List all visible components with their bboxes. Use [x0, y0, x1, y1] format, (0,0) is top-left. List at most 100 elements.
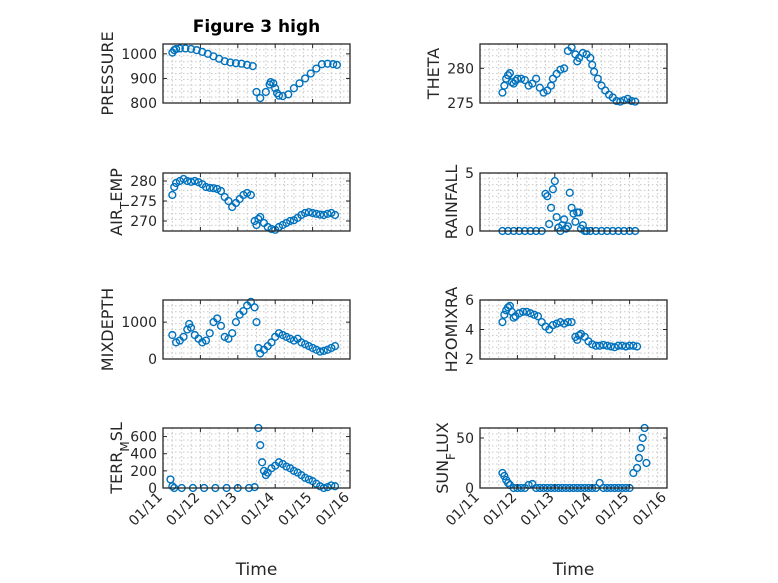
axes-box: [479, 427, 668, 489]
y-tick-label: 400: [130, 447, 157, 463]
axes-box: [162, 299, 351, 360]
series: [498, 301, 642, 352]
data-point: [606, 342, 616, 351]
axes-box: [162, 172, 351, 232]
y-tick-label: 0: [465, 224, 474, 240]
y-tick-label: 800: [130, 96, 157, 112]
data-point: [541, 189, 550, 198]
data-point: [319, 210, 328, 220]
grid: [163, 44, 350, 103]
data-point: [224, 334, 233, 343]
x-tick-label: 01/14: [555, 489, 595, 529]
data-point: [319, 346, 328, 355]
data-point: [295, 79, 304, 88]
data-point: [616, 97, 625, 106]
series: [168, 174, 340, 234]
data-point: [274, 458, 284, 467]
data-point: [205, 183, 214, 192]
data-point: [224, 196, 233, 206]
data-point: [515, 309, 524, 318]
series: [168, 297, 340, 358]
axes-box: [162, 427, 351, 489]
data-point: [301, 74, 310, 83]
data-point: [192, 46, 201, 55]
data-point: [500, 310, 509, 319]
data-point: [625, 341, 634, 350]
data-point: [256, 212, 265, 222]
data-point: [213, 314, 222, 323]
data-point: [312, 209, 321, 218]
data-point: [282, 462, 291, 471]
y-tick-label: 0: [148, 481, 157, 497]
data-point: [548, 320, 558, 330]
data-point: [308, 208, 317, 218]
data-point: [323, 59, 332, 68]
data-point: [563, 318, 572, 327]
data-point: [181, 44, 190, 53]
data-point: [201, 336, 211, 345]
data-point: [168, 330, 177, 340]
data-point: [323, 209, 332, 218]
x-tick-label: 01/13: [518, 490, 558, 530]
y-axis-label: AIRTEMP: [107, 168, 132, 236]
data-point: [254, 214, 263, 224]
data-point: [610, 343, 619, 352]
data-point: [226, 58, 235, 67]
data-point: [627, 96, 636, 106]
y-axis-label: H2OMIXRA: [442, 287, 461, 373]
data-point: [231, 59, 241, 68]
data-point: [171, 44, 181, 54]
data-point: [315, 347, 325, 356]
x-tick-label: 01/11: [126, 490, 166, 530]
data-point: [304, 475, 313, 484]
data-point: [545, 219, 554, 229]
y-tick-label: 1000: [121, 47, 157, 63]
data-point: [593, 74, 602, 83]
data-point: [186, 323, 196, 332]
data-point: [231, 318, 241, 327]
data-point: [246, 190, 255, 200]
data-point: [256, 441, 265, 450]
series: [498, 43, 640, 106]
data-point: [269, 79, 278, 88]
data-point: [621, 342, 630, 351]
data-point: [522, 307, 531, 316]
data-point: [332, 60, 342, 69]
data-point: [216, 186, 226, 196]
data-point: [589, 67, 599, 76]
data-point: [560, 319, 569, 328]
data-point: [315, 210, 325, 219]
data-point: [315, 482, 325, 491]
y-tick-label: 0: [465, 481, 474, 497]
y-tick-label: 275: [130, 194, 157, 210]
grid: [480, 173, 667, 231]
data-point: [306, 69, 315, 78]
data-point: [267, 338, 276, 347]
y-tick-label: 0: [148, 352, 157, 368]
y-tick-label: 1000: [121, 315, 157, 331]
data-point: [560, 64, 569, 73]
data-point: [520, 75, 529, 85]
data-point: [531, 74, 541, 83]
grid: [480, 428, 667, 488]
data-point: [252, 87, 261, 97]
series: [168, 44, 342, 103]
data-point: [186, 44, 196, 54]
data-point: [503, 478, 513, 488]
data-point: [631, 97, 640, 106]
data-point: [330, 482, 340, 491]
data-point: [530, 310, 539, 319]
y-tick-label: 270: [130, 214, 157, 230]
data-point: [201, 182, 211, 192]
data-point: [329, 60, 338, 69]
data-point: [526, 309, 535, 318]
data-point: [220, 57, 229, 66]
data-point: [304, 208, 313, 217]
y-tick-label: 5: [465, 166, 474, 182]
x-tick-label: 01/14: [238, 489, 278, 529]
data-point: [632, 342, 642, 351]
data-point: [563, 222, 572, 231]
data-point: [168, 190, 177, 200]
